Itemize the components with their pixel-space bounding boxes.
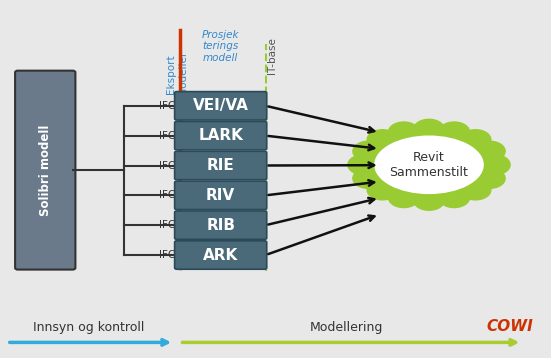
FancyBboxPatch shape <box>15 71 75 270</box>
Text: VEI/VA: VEI/VA <box>193 98 249 113</box>
Circle shape <box>367 130 398 150</box>
FancyBboxPatch shape <box>175 211 267 240</box>
FancyBboxPatch shape <box>175 181 267 209</box>
FancyBboxPatch shape <box>175 241 267 269</box>
Text: COWI: COWI <box>487 319 533 334</box>
Text: IFC: IFC <box>159 190 175 200</box>
Circle shape <box>479 155 510 175</box>
FancyBboxPatch shape <box>175 151 267 180</box>
Circle shape <box>388 122 419 142</box>
Text: IFC: IFC <box>159 220 175 230</box>
Text: RIV: RIV <box>206 188 235 203</box>
Text: Innsyn og kontroll: Innsyn og kontroll <box>34 320 145 334</box>
Circle shape <box>353 141 383 161</box>
Circle shape <box>348 155 379 175</box>
Text: RIE: RIE <box>207 158 235 173</box>
Circle shape <box>474 141 505 161</box>
FancyBboxPatch shape <box>175 92 267 120</box>
Text: Eksport
modeller: Eksport modeller <box>166 51 188 97</box>
Circle shape <box>414 190 444 210</box>
Circle shape <box>388 188 419 208</box>
Text: RIB: RIB <box>206 218 235 233</box>
Text: IFC: IFC <box>159 101 175 111</box>
Circle shape <box>474 168 505 188</box>
Circle shape <box>460 130 491 150</box>
Text: Revit
Sammenstilt: Revit Sammenstilt <box>390 151 468 179</box>
Text: Prosjek
terings
modell: Prosjek terings modell <box>202 30 240 63</box>
FancyBboxPatch shape <box>175 121 267 150</box>
Circle shape <box>353 168 383 188</box>
Circle shape <box>367 180 398 200</box>
Circle shape <box>439 122 469 142</box>
Text: IT-base: IT-base <box>267 37 277 74</box>
Text: IFC: IFC <box>159 160 175 170</box>
Circle shape <box>439 188 469 208</box>
Circle shape <box>460 180 491 200</box>
Text: Modellering: Modellering <box>310 320 383 334</box>
Text: IFC: IFC <box>159 250 175 260</box>
Text: LARK: LARK <box>198 128 243 143</box>
Text: ARK: ARK <box>203 247 238 262</box>
Circle shape <box>414 119 444 139</box>
Ellipse shape <box>374 135 484 194</box>
Text: IFC: IFC <box>159 131 175 141</box>
Ellipse shape <box>363 129 495 200</box>
Text: Solibri modell: Solibri modell <box>39 125 52 216</box>
